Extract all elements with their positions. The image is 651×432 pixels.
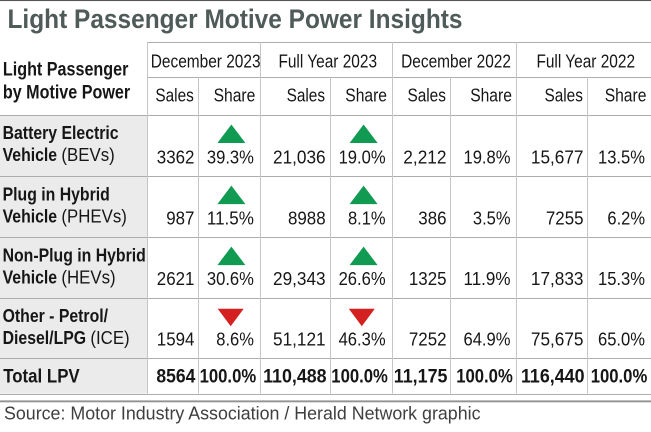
svg-text:8988: 8988 — [288, 209, 326, 229]
svg-text:30.6%: 30.6% — [207, 269, 254, 289]
svg-text:Plug in Hybrid: Plug in Hybrid — [3, 183, 110, 204]
svg-text:Vehicle: Vehicle — [3, 266, 58, 287]
svg-text:19.8%: 19.8% — [464, 148, 511, 168]
svg-text:75,675: 75,675 — [531, 330, 584, 350]
svg-text:39.3%: 39.3% — [207, 148, 254, 168]
svg-text:100.0%: 100.0% — [200, 367, 257, 388]
svg-text:Source: Motor Industry Associa: Source: Motor Industry Association / Her… — [4, 404, 481, 424]
svg-text:987: 987 — [166, 209, 194, 229]
svg-text:Diesel/LPG: Diesel/LPG — [3, 327, 87, 348]
svg-text:December 2022: December 2022 — [401, 51, 511, 72]
svg-text:(BEVs): (BEVs) — [61, 144, 114, 165]
svg-text:2621: 2621 — [157, 269, 195, 289]
svg-text:19.0%: 19.0% — [339, 148, 386, 168]
svg-text:1325: 1325 — [409, 269, 447, 289]
svg-text:Share: Share — [470, 85, 512, 106]
svg-text:64.9%: 64.9% — [464, 330, 511, 350]
svg-text:110,488: 110,488 — [263, 367, 327, 388]
svg-text:2,212: 2,212 — [403, 148, 446, 168]
svg-text:Full Year 2022: Full Year 2022 — [536, 51, 635, 72]
svg-text:15.3%: 15.3% — [598, 269, 645, 289]
svg-text:11,175: 11,175 — [394, 367, 448, 388]
svg-text:1594: 1594 — [157, 330, 195, 350]
svg-text:21,036: 21,036 — [273, 148, 326, 168]
svg-text:100.0%: 100.0% — [456, 367, 513, 388]
svg-text:46.3%: 46.3% — [339, 330, 386, 350]
svg-text:Vehicle: Vehicle — [3, 205, 58, 226]
svg-text:6.2%: 6.2% — [607, 209, 645, 229]
svg-text:11.9%: 11.9% — [464, 269, 511, 289]
svg-text:8564: 8564 — [156, 367, 195, 388]
svg-text:Sales: Sales — [408, 85, 446, 106]
svg-text:Sales: Sales — [155, 85, 193, 106]
svg-text:Total LPV: Total LPV — [3, 367, 80, 388]
svg-text:by Motive Power: by Motive Power — [3, 82, 131, 103]
svg-text:Share: Share — [345, 85, 387, 106]
svg-text:100.0%: 100.0% — [331, 367, 388, 388]
svg-text:December 2023: December 2023 — [151, 51, 261, 72]
svg-text:15,677: 15,677 — [531, 148, 584, 168]
svg-text:Light Passenger: Light Passenger — [3, 59, 129, 80]
svg-text:51,121: 51,121 — [273, 330, 326, 350]
svg-text:Other - Petrol/: Other - Petrol/ — [3, 305, 108, 326]
svg-text:65.0%: 65.0% — [598, 330, 645, 350]
svg-text:Battery Electric: Battery Electric — [3, 122, 119, 143]
svg-text:Non-Plug in Hybrid: Non-Plug in Hybrid — [3, 244, 146, 265]
svg-text:13.5%: 13.5% — [598, 148, 645, 168]
svg-text:Light Passenger Motive Power I: Light Passenger Motive Power Insights — [8, 4, 463, 34]
svg-text:Sales: Sales — [545, 85, 583, 106]
svg-text:116,440: 116,440 — [521, 367, 585, 388]
svg-text:100.0%: 100.0% — [591, 367, 648, 388]
svg-text:386: 386 — [418, 209, 446, 229]
svg-text:(PHEVs): (PHEVs) — [61, 205, 126, 226]
svg-text:(ICE): (ICE) — [90, 327, 129, 348]
svg-text:Sales: Sales — [287, 85, 325, 106]
svg-text:Share: Share — [605, 85, 647, 106]
svg-text:Vehicle: Vehicle — [3, 144, 58, 165]
svg-text:26.6%: 26.6% — [339, 269, 386, 289]
svg-text:17,833: 17,833 — [531, 269, 584, 289]
svg-text:8.6%: 8.6% — [216, 330, 254, 350]
svg-text:11.5%: 11.5% — [207, 209, 254, 229]
svg-text:Full Year 2023: Full Year 2023 — [278, 51, 377, 72]
svg-text:29,343: 29,343 — [273, 269, 326, 289]
svg-text:Share: Share — [214, 85, 256, 106]
svg-text:7252: 7252 — [409, 330, 447, 350]
svg-text:3362: 3362 — [157, 148, 195, 168]
svg-text:8.1%: 8.1% — [348, 209, 386, 229]
svg-text:3.5%: 3.5% — [473, 209, 511, 229]
svg-text:(HEVs): (HEVs) — [61, 266, 115, 287]
svg-text:7255: 7255 — [546, 209, 584, 229]
